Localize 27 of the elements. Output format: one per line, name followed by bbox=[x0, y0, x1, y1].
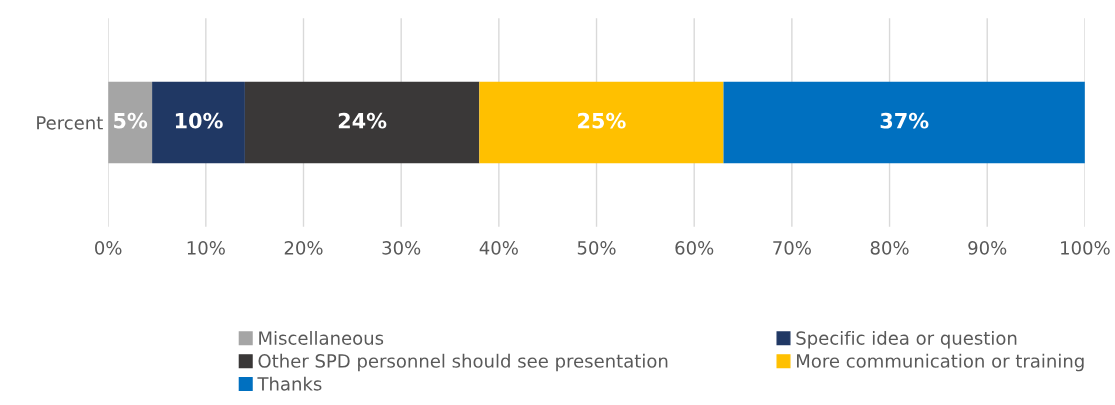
x-tick-label: 40% bbox=[479, 241, 518, 255]
bar bbox=[723, 81, 1085, 164]
x-tick-label: 10% bbox=[187, 241, 225, 255]
data-label: 5% bbox=[114, 112, 148, 129]
legend-label: More communication or training bbox=[797, 353, 1084, 372]
y-tick-label: Percent bbox=[37, 116, 103, 130]
x-tick-label: 100% bbox=[1061, 241, 1110, 255]
legend-label: Thanks bbox=[257, 376, 322, 391]
x-tick-label: 70% bbox=[773, 241, 811, 255]
x-tick-label: 30% bbox=[382, 241, 421, 255]
legend-label: Miscellaneous bbox=[259, 330, 384, 345]
data-label: 10% bbox=[175, 112, 223, 129]
x-tick-label: 20% bbox=[284, 241, 323, 255]
x-tick-label: 90% bbox=[968, 241, 1007, 255]
x-tick-label: 80% bbox=[870, 241, 909, 255]
bar bbox=[479, 81, 724, 164]
x-tick-label: 60% bbox=[675, 241, 714, 255]
legend-label: Specific idea or question bbox=[796, 330, 1017, 349]
data-label: 24% bbox=[338, 112, 387, 129]
x-tick-label: 50% bbox=[577, 241, 616, 255]
bar bbox=[152, 81, 245, 164]
bar bbox=[244, 81, 480, 164]
data-label: 25% bbox=[578, 112, 626, 129]
legend-label: Other SPD personnel should see presentation bbox=[258, 353, 668, 372]
data-label: 37% bbox=[880, 112, 929, 129]
x-tick-label: 0% bbox=[95, 241, 122, 255]
bar bbox=[108, 81, 153, 164]
